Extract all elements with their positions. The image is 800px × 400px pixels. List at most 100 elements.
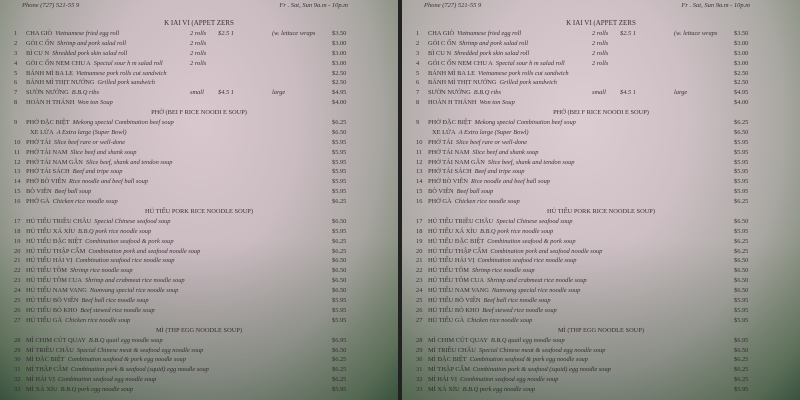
- item-price: $6.50: [734, 267, 749, 275]
- menu-item: 12 PHỞ TÁI NAM GÂN Slice beef, shank and t…: [0, 158, 398, 168]
- item-price: $3.00: [734, 59, 749, 67]
- item-description: Shredded pork skin salad roll: [454, 49, 530, 57]
- item-description: B.B.Q quail egg noodle soup: [88, 336, 163, 344]
- item-quantity: 2 rolls: [190, 49, 207, 57]
- item-description: B.B.Q pork rice noodle soup: [78, 227, 152, 235]
- item-description: Combination seafood & pork soup: [487, 237, 576, 245]
- item-number: 20: [416, 247, 423, 255]
- menu-item: 3 BÌ CU N Shredded pork skin salad roll 2 r…: [0, 49, 398, 59]
- item-name: BÌ CU N: [26, 49, 50, 57]
- item-number: 10: [416, 138, 423, 146]
- item-description: A Extra large (Super Bowl): [458, 128, 529, 136]
- item-number: 23: [14, 277, 21, 285]
- item-number: 16: [416, 198, 423, 206]
- menu-item: 17 HỦ TIẾU TRIỀU CHÂU Special Chinese seaf…: [402, 217, 800, 227]
- item-number: 29: [416, 346, 423, 354]
- item-number: 10: [14, 138, 21, 146]
- item-number: 24: [416, 287, 423, 295]
- item-name: HỦ TIẾU BÒ VIÊN: [26, 297, 79, 305]
- item-price: $6.50: [734, 128, 749, 136]
- item-price: $5.95: [734, 148, 749, 156]
- item-number: 14: [416, 178, 423, 186]
- menu-item: 20 HỦ TIẾU THẬP CẨM Combination pork and s…: [0, 247, 398, 257]
- item-name: PHỞ GÀ: [26, 198, 50, 206]
- item-name: HỦ TIẾU XÁ XÍU: [428, 227, 478, 235]
- item-name: PHỞ TÁI SÁCH: [428, 168, 472, 176]
- item-description: Special sour h m salad roll: [495, 59, 565, 67]
- item-name: HỦ TIẾU TRIỀU CHÂU: [26, 217, 92, 225]
- item-price: $6.95: [332, 336, 347, 344]
- item-price: $4.95: [332, 89, 347, 97]
- item-price: $6.25: [734, 376, 749, 384]
- item-description: Grilled pork sandwich: [97, 79, 155, 87]
- item-description: Combination seafood & pork soup: [85, 237, 174, 245]
- item-price: $5.95: [734, 316, 749, 324]
- item-quantity: small: [190, 89, 204, 97]
- item-number: 25: [416, 297, 423, 305]
- item-name: CHA GIÒ: [428, 30, 455, 37]
- item-quantity: 2 rolls: [592, 39, 609, 47]
- item-price: $6.50: [734, 217, 749, 225]
- item-description: Mekong special Combination beef soup: [474, 119, 576, 127]
- item-description: Special Chinese meat & seafood egg noodl…: [76, 346, 204, 354]
- item-price: $5.95: [332, 138, 347, 146]
- item-number: 14: [14, 178, 21, 186]
- item-description: Special Chinese seafood soup: [94, 217, 171, 225]
- item-description: Slice beef, shank and tendon soup: [487, 158, 575, 166]
- menu-item: 4 GỎI C ỐN NEM CHU A Special sour h m sala…: [0, 59, 398, 69]
- item-price: $6.50: [332, 257, 347, 265]
- item-name: PHỞ TÁI NAM: [26, 148, 68, 156]
- phone-number: Phone (727) 521-55 9: [424, 2, 482, 9]
- item-number: 28: [14, 336, 21, 344]
- menu-item: 23 HỦ TIẾU TÔM CUA Shrimp and crabmeat ric…: [0, 276, 398, 286]
- menu-item: 6 BÁNH MÌ THỊT NƯỚNG Grilled pork sandwich…: [402, 78, 800, 88]
- item-number: 27: [14, 316, 21, 324]
- menu-item: 15 BÒ VIÊN Beef ball soup $5.95: [402, 187, 800, 197]
- menu-item: 19 HỦ TIẾU ĐẶC BIỆT Combination seafood & …: [0, 237, 398, 247]
- menu-item: 2 GỎI C ỐN Shrimp and pork salad roll 2 rol…: [402, 39, 800, 49]
- menu-item: 9 PHỞ ĐẶC BIỆT Mekong special Combination …: [402, 118, 800, 128]
- menu-item: 26 HỦ TIẾU BÒ KHO Beef stewed rice noodle …: [402, 306, 800, 316]
- menu-item: 7 SƯỜN NƯỚNG B.B.Q ribs small $4.5 1 large $4.…: [0, 88, 398, 98]
- section-heading: HỦ TIẾU PORK RICE NOODLE SOUP): [547, 208, 655, 216]
- menu-item: 18 HỦ TIẾU XÁ XÍU B.B.Q pork rice noodle s…: [402, 227, 800, 237]
- item-number: 7: [14, 89, 18, 97]
- item-name: PHỞ GÀ: [428, 198, 452, 206]
- item-number: 13: [416, 168, 423, 176]
- menu-item: 13 PHỞ TÁI SÁCH Beef and tripe soup $5.95: [0, 167, 398, 177]
- section-heading: HỦ TIẾU PORK RICE NOODLE SOUP): [145, 208, 253, 216]
- item-name: BÁNH MÌ BA LE: [428, 69, 476, 77]
- item-number: 19: [416, 237, 423, 245]
- menu-item: 9 PHỞ ĐẶC BIỆT Mekong special Combination …: [0, 118, 398, 128]
- item-description: Beef stewed rice noodle soup: [80, 306, 155, 314]
- item-price: $5.95: [734, 188, 749, 196]
- item-name: PHỞ TÁI NAM GÂN: [26, 158, 83, 166]
- item-price: $5.95: [734, 306, 749, 314]
- menu-item: 11 PHỞ TÁI NAM Slice beef and shank soup $5…: [402, 148, 800, 158]
- item-name: HỦ TIẾU HẢI VỊ: [428, 257, 475, 265]
- item-description: Vietnamese fried egg roll: [457, 30, 522, 37]
- menu-item: 14 PHỞ BÒ VIÊN Rice noodle and beef ball s…: [402, 177, 800, 187]
- menu-item: 13 PHỞ TÁI SÁCH Beef and tripe soup $5.95: [402, 167, 800, 177]
- menu-item: 27 HỦ TIẾU GÀ Chicken rice noodle soup $5.9…: [402, 316, 800, 326]
- item-price: $6.50: [332, 287, 347, 295]
- item-number: 26: [416, 306, 423, 314]
- item-price: $5.95: [734, 297, 749, 305]
- menu-item: 24 HỦ TIẾU NAM VANG Namvang special rice n…: [0, 286, 398, 296]
- item-description: Combination seafood rice noodle soup: [477, 257, 577, 265]
- item-alt-price: $4.5 1: [218, 89, 234, 97]
- menu-photo-left: Phone (727) 521-55 9 Fr . Sat, Sun 9a.m …: [0, 0, 398, 400]
- item-number: 13: [14, 168, 21, 176]
- item-name: HỦ TIẾU NAM VANG: [26, 287, 87, 295]
- item-number: 25: [14, 297, 21, 305]
- item-name: MÌ TRIỀU CHÂU: [26, 346, 74, 354]
- item-description: Chicken rice noodle soup: [454, 198, 520, 206]
- item-number: 28: [416, 336, 423, 344]
- item-description: A Extra large (Super Bowl): [56, 128, 127, 136]
- item-price: $2.50: [332, 79, 347, 87]
- item-number: 1: [416, 30, 420, 37]
- section-heading: PHỞ (BEI F RICE NOODI E SOUP): [151, 109, 247, 117]
- item-number: 12: [14, 158, 21, 166]
- menu-item: 22 HỦ TIẾU TÔM Shrimp rice noodle soup $6.5…: [402, 266, 800, 276]
- item-number: 26: [14, 306, 21, 314]
